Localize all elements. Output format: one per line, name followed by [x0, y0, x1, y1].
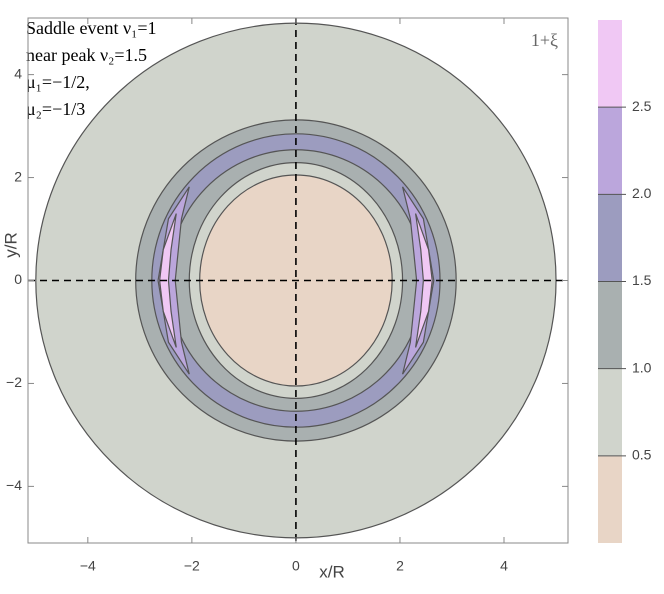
- colorbar-tick-label: 0.5: [632, 447, 652, 463]
- y-tick-label: −2: [6, 374, 22, 390]
- colorbar-band: [598, 20, 622, 108]
- annotation: μ₁=−1/2,: [26, 72, 90, 92]
- y-tick-label: 0: [14, 271, 22, 287]
- contour-region: [414, 213, 433, 348]
- colorbar-tick-label: 1.5: [632, 272, 652, 288]
- colorbar-tick-label: 2.5: [632, 98, 652, 114]
- x-tick-label: 0: [292, 558, 300, 574]
- annotation: μ₂=−1/3: [26, 99, 85, 119]
- y-axis-label: y/R: [1, 232, 20, 258]
- colorbar-band: [598, 281, 622, 369]
- x-tick-label: 4: [500, 558, 508, 574]
- annotation: Saddle event ν₁=1: [26, 18, 157, 38]
- x-tick-label: −4: [80, 558, 96, 574]
- colorbar-band: [598, 107, 622, 195]
- y-tick-label: 2: [14, 168, 22, 184]
- x-axis-label: x/R: [319, 562, 345, 581]
- plot-area: [28, 18, 568, 543]
- colorbar-tick-label: 2.0: [632, 185, 652, 201]
- y-tick-label: −4: [6, 477, 22, 493]
- x-tick-label: 2: [396, 558, 404, 574]
- colorbar-band: [598, 368, 622, 456]
- x-tick-label: −2: [184, 558, 200, 574]
- contour-region: [159, 213, 177, 348]
- colorbar-tick-label: 1.0: [632, 359, 652, 375]
- field-label: 1+ξ: [531, 30, 558, 50]
- y-tick-label: 4: [14, 65, 22, 81]
- colorbar-band: [598, 455, 622, 543]
- annotation: near peak ν₂=1.5: [26, 45, 147, 65]
- colorbar-band: [598, 194, 622, 282]
